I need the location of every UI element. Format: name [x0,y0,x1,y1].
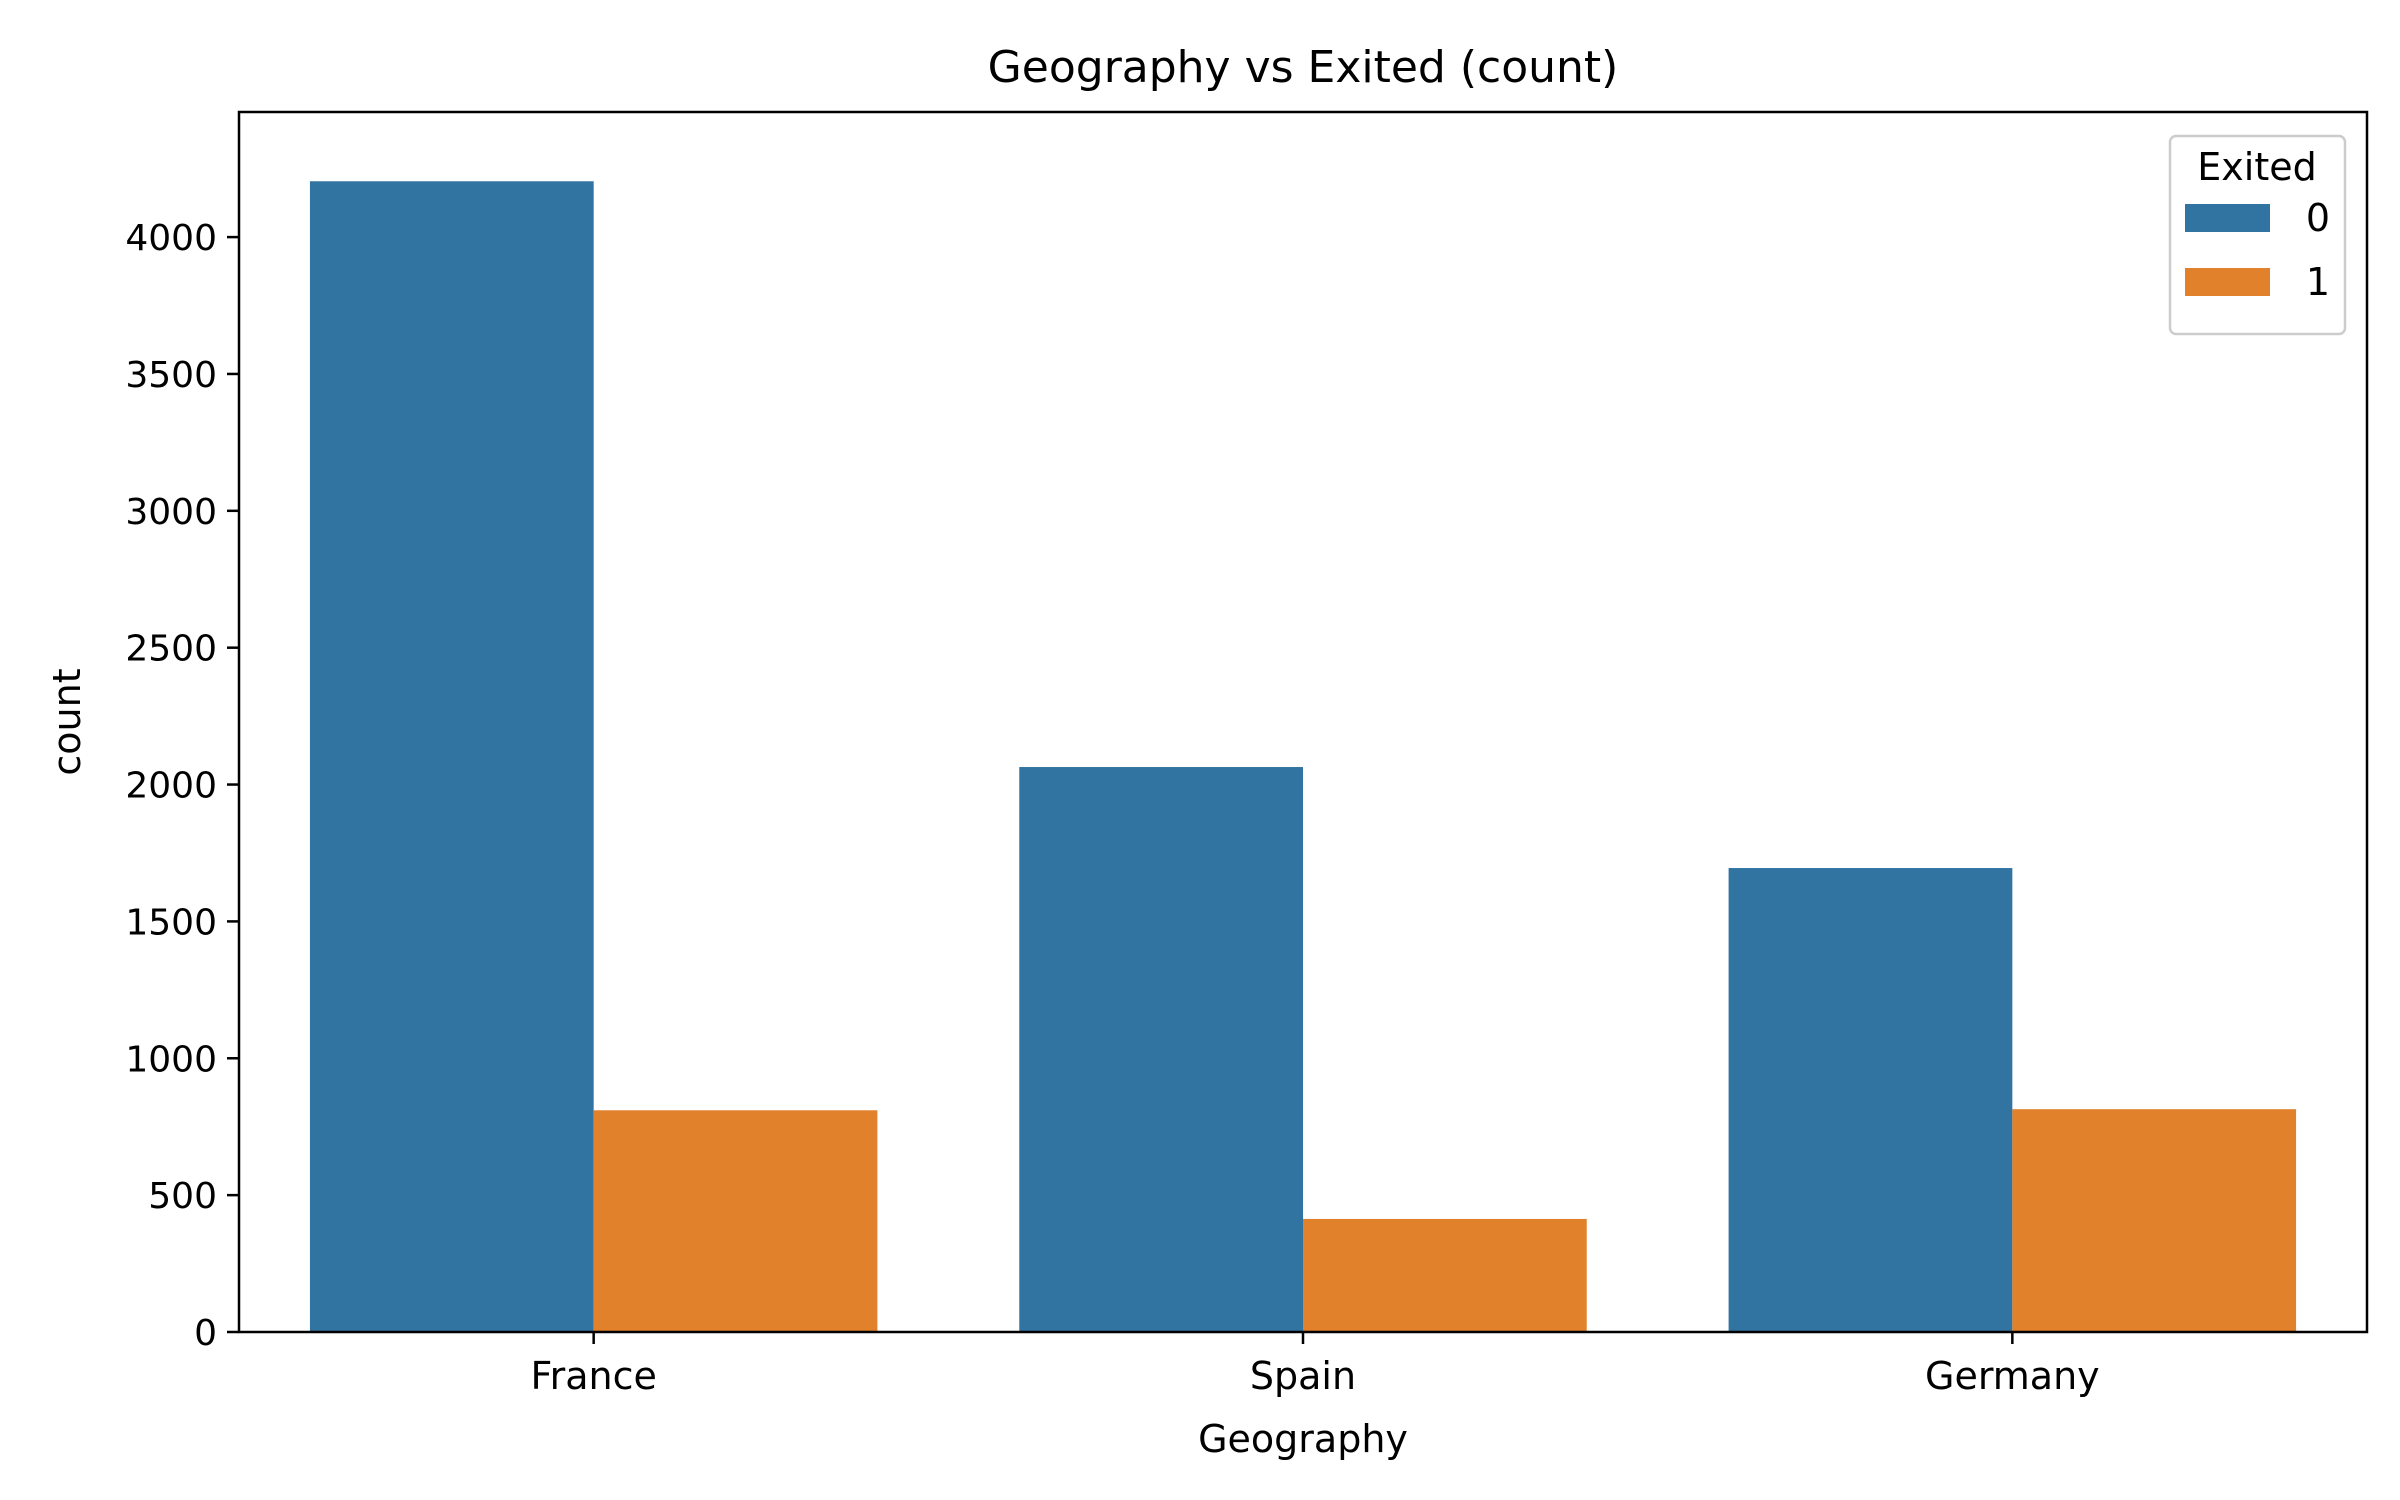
plot-frame [237,110,2369,1334]
legend: Exited 0 1 [2168,134,2347,336]
legend-title: Exited [2197,145,2316,189]
bar-france-exited-1 [593,1110,878,1332]
legend-swatch-0 [2185,204,2270,232]
y-tick-label: 3000 [125,492,217,533]
y-tick-label: 2000 [125,766,217,807]
bar-france-exited-0 [309,181,594,1333]
y-tick-label: 3500 [125,355,217,396]
y-tick-label: 500 [148,1176,217,1217]
bar-spain-exited-0 [1019,767,1303,1332]
y-tick-label: 1000 [125,1039,217,1080]
legend-label-0: 0 [2306,196,2330,240]
y-tick-label: 2500 [125,629,217,670]
bar-spain-exited-1 [1303,1218,1587,1332]
legend-swatch-1 [2185,268,2270,296]
x-axis-label: Geography [1198,1417,1408,1461]
x-tick-label-france: France [530,1354,656,1398]
bar-germany-exited-0 [1728,868,2013,1332]
chart-title: Geography vs Exited (count) [988,42,1619,93]
x-tick-label-germany: Germany [1925,1354,2100,1398]
legend-label-1: 1 [2306,260,2330,304]
bar-germany-exited-1 [2012,1109,2297,1332]
bars-group [309,181,2297,1333]
y-tick-label: 4000 [125,218,217,259]
x-tick-label-spain: Spain [1250,1354,1356,1398]
y-axis: 0 500 1000 1500 2000 2500 3000 3500 4000 [125,218,239,1354]
y-tick-label: 1500 [125,902,217,943]
x-axis: France Spain Germany [530,1332,2100,1398]
y-tick-label: 0 [194,1313,217,1354]
y-axis-label: count [45,668,89,775]
